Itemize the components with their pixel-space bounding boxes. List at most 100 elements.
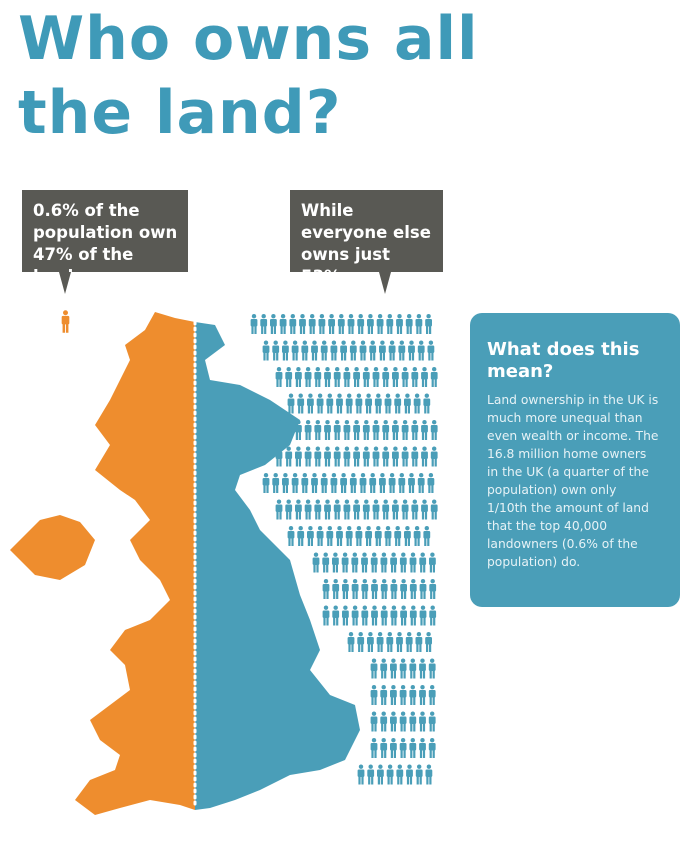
person-icon: [380, 711, 388, 732]
person-icon: [425, 632, 432, 652]
person-icon: [355, 526, 363, 546]
person-icon: [367, 764, 375, 785]
person-icon: [382, 367, 390, 387]
person-icon: [304, 446, 312, 467]
person-icon: [386, 764, 394, 785]
person-icon: [415, 764, 423, 785]
person-icon: [362, 367, 370, 387]
person-icon: [299, 314, 306, 334]
person-icon: [413, 526, 421, 546]
person-icon: [307, 393, 314, 414]
person-icon: [328, 314, 335, 334]
person-icon: [275, 367, 283, 387]
person-icon: [349, 340, 357, 361]
person-icon: [380, 738, 388, 758]
person-icon: [409, 552, 417, 573]
person-icon: [409, 658, 417, 679]
panel-heading: What does this mean?: [487, 339, 640, 382]
person-icon: [314, 499, 322, 520]
person-icon: [427, 473, 435, 493]
person-icon: [318, 314, 326, 334]
person-icon: [370, 711, 378, 732]
person-icon: [404, 526, 411, 546]
person-icon: [322, 552, 330, 573]
person-icon: [398, 473, 406, 493]
person-icon: [421, 499, 428, 520]
person-icon: [390, 685, 397, 705]
person-icon: [369, 473, 377, 493]
person-icon: [411, 367, 419, 387]
person-icon: [295, 446, 302, 467]
person-icon: [392, 499, 399, 520]
person-icon: [382, 420, 390, 440]
person-icon: [369, 340, 377, 361]
person-icon: [409, 685, 417, 705]
person-icon: [362, 420, 370, 440]
map-northern-ireland: [10, 515, 95, 580]
person-icon: [308, 314, 316, 334]
person-icon: [371, 605, 378, 626]
person-icon: [314, 367, 322, 387]
person-icon: [341, 552, 349, 573]
person-icon: [343, 499, 351, 520]
person-icon: [361, 579, 369, 599]
person-icon: [370, 658, 378, 679]
person-icon: [312, 552, 320, 573]
person-icon: [316, 526, 324, 546]
person-icon: [390, 711, 397, 732]
person-icon: [388, 340, 396, 361]
person-icon: [307, 526, 314, 546]
person-icon: [326, 393, 334, 414]
person-icon: [332, 579, 340, 599]
person-icon: [384, 526, 392, 546]
person-icon: [349, 473, 357, 493]
person-icon: [361, 605, 369, 626]
person-icon: [345, 526, 353, 546]
person-icon: [333, 367, 341, 387]
person-icon: [394, 393, 402, 414]
person-icon: [380, 579, 388, 599]
person-icon: [400, 579, 407, 599]
person-icon: [272, 340, 280, 361]
person-icon: [332, 605, 340, 626]
person-icon: [295, 367, 302, 387]
person-icon: [324, 499, 331, 520]
person-icon: [324, 446, 331, 467]
person-icon: [353, 499, 360, 520]
person-icon: [372, 446, 380, 467]
person-icon: [333, 420, 341, 440]
person-icon: [250, 314, 258, 334]
person-icon: [333, 446, 341, 467]
person-icon: [370, 738, 378, 758]
person-icon: [396, 632, 403, 652]
person-icon: [351, 605, 359, 626]
person-icon: [311, 340, 318, 361]
person-icon: [270, 314, 277, 334]
person-icon: [419, 658, 426, 679]
person-icon: [343, 367, 351, 387]
person-icon: [353, 420, 360, 440]
person-icon: [419, 738, 426, 758]
person-icon: [421, 446, 428, 467]
map-west: [75, 312, 195, 815]
person-icon: [413, 393, 421, 414]
person-icon: [332, 552, 339, 573]
person-icon: [357, 764, 365, 785]
person-icon: [322, 579, 330, 599]
person-icon: [262, 473, 270, 493]
person-icon: [297, 526, 305, 546]
person-icon: [379, 340, 386, 361]
person-icon: [353, 446, 360, 467]
person-icon: [399, 738, 407, 758]
person-icon: [337, 314, 345, 334]
person-icon: [392, 367, 399, 387]
person-icon: [404, 393, 411, 414]
person-icon: [400, 605, 407, 626]
person-icon: [386, 632, 394, 652]
person-icon: [419, 579, 427, 599]
person-icon: [423, 526, 431, 546]
person-icon: [367, 314, 374, 334]
person-icon: [340, 340, 347, 361]
person-icon: [390, 552, 397, 573]
